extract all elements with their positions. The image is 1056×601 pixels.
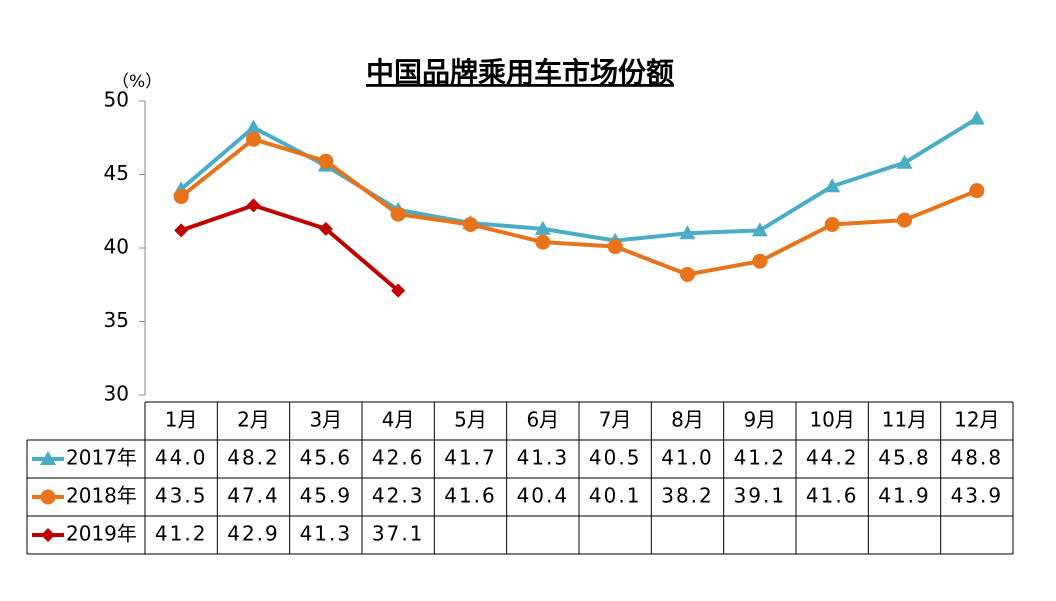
table-value: 41.3 <box>517 446 570 470</box>
x-tick-label: 8月 <box>671 408 704 432</box>
x-tick-label: 3月 <box>309 408 342 432</box>
table-value: 44.2 <box>806 446 859 470</box>
x-tick-label: 5月 <box>454 408 487 432</box>
chart-title: 中国品牌乘用车市场份额 <box>366 56 674 89</box>
data-point <box>318 221 333 236</box>
legend-label: 2019年 <box>66 522 137 546</box>
table-value: 41.0 <box>661 446 714 470</box>
data-point <box>535 234 551 250</box>
data-point <box>824 216 840 232</box>
table-value: 41.9 <box>878 484 931 508</box>
series-line <box>179 137 978 277</box>
data-point <box>174 223 189 238</box>
y-axis-unit: （%） <box>112 72 162 92</box>
y-tick-label: 30 <box>104 382 129 406</box>
x-tick-label: 1月 <box>165 408 198 432</box>
x-tick-label: 4月 <box>382 408 415 432</box>
table-value: 41.2 <box>155 522 208 546</box>
data-point <box>534 220 551 235</box>
table-value: 43.5 <box>155 484 208 508</box>
table-value: 42.6 <box>372 446 425 470</box>
table-value: 40.4 <box>517 484 570 508</box>
y-tick-label: 50 <box>104 88 129 112</box>
data-point <box>318 153 334 169</box>
table-value: 39.1 <box>734 484 787 508</box>
table-value: 48.8 <box>951 446 1004 470</box>
data-point <box>246 131 261 147</box>
data-point <box>751 222 768 237</box>
data-point <box>824 178 841 193</box>
x-tick-label: 7月 <box>599 408 632 432</box>
data-point <box>246 198 261 213</box>
table-value: 45.9 <box>300 484 353 508</box>
table-value: 42.3 <box>372 484 425 508</box>
series-line <box>180 203 400 293</box>
data-point <box>463 216 478 232</box>
data-point <box>173 189 189 205</box>
y-tick-label: 40 <box>104 235 129 259</box>
x-tick-label: 2月 <box>237 408 270 432</box>
data-point <box>896 154 913 169</box>
data-point <box>679 225 696 240</box>
data-point <box>391 283 406 298</box>
table-value: 40.1 <box>589 484 642 508</box>
legend-label: 2017年 <box>66 446 137 470</box>
data-point <box>968 110 985 125</box>
table-value: 40.5 <box>589 446 642 470</box>
x-tick-label: 10月 <box>809 408 854 432</box>
table-value: 41.6 <box>444 484 497 508</box>
legend-marker <box>41 528 55 542</box>
data-point <box>680 266 695 282</box>
x-tick-label: 9月 <box>743 408 776 432</box>
data-point <box>607 239 623 255</box>
data-point <box>969 183 985 199</box>
legend-label: 2018年 <box>66 484 137 508</box>
data-point <box>752 253 768 269</box>
table-value: 43.9 <box>951 484 1004 508</box>
table-value: 37.1 <box>372 522 425 546</box>
table-value: 48.2 <box>227 446 280 470</box>
x-tick-label: 11月 <box>882 408 927 432</box>
data-point <box>245 119 262 134</box>
legend-marker <box>40 489 56 505</box>
table-value: 45.6 <box>300 446 353 470</box>
x-tick-label: 6月 <box>526 408 559 432</box>
table-value: 47.4 <box>227 484 280 508</box>
table-value: 41.6 <box>806 484 859 508</box>
table-value: 41.3 <box>300 522 353 546</box>
table-value: 44.0 <box>155 446 208 470</box>
table-value: 41.7 <box>444 446 497 470</box>
legend-marker <box>40 451 56 465</box>
table-value: 41.2 <box>734 446 787 470</box>
table-value: 42.9 <box>227 522 280 546</box>
data-point <box>390 206 406 222</box>
table-value: 45.8 <box>878 446 931 470</box>
data-point <box>897 212 912 228</box>
y-tick-label: 35 <box>104 308 129 332</box>
y-tick-label: 45 <box>104 161 129 185</box>
x-tick-label: 12月 <box>954 408 999 432</box>
table-value: 38.2 <box>661 484 714 508</box>
